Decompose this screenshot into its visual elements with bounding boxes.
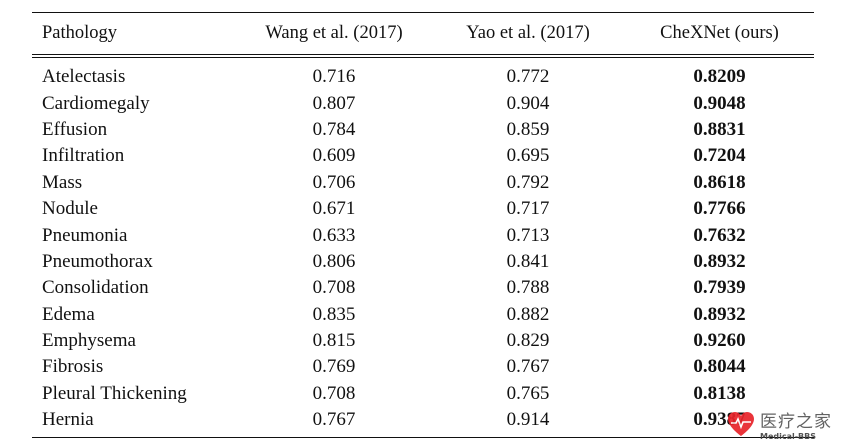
cell-yao: 0.841	[506, 250, 550, 272]
bottom-rule	[32, 437, 814, 439]
cell-wang: 0.784	[312, 118, 356, 140]
cell-chexnet: 0.8044	[693, 356, 746, 378]
cell-pathology: Atelectasis	[42, 66, 126, 88]
cell-pathology: Consolidation	[42, 277, 149, 299]
cell-wang: 0.671	[312, 198, 356, 220]
cell-yao: 0.765	[506, 382, 550, 404]
cell-wang: 0.767	[312, 409, 356, 431]
cell-yao: 0.772	[506, 66, 550, 88]
table-row: Nodule 0.671 0.717 0.7766	[32, 196, 814, 222]
table-row: Cardiomegaly 0.807 0.904 0.9048	[32, 90, 814, 116]
cell-yao: 0.695	[506, 145, 550, 167]
cell-yao: 0.717	[506, 198, 550, 220]
cell-chexnet: 0.8209	[693, 66, 746, 88]
cell-chexnet: 0.8932	[693, 303, 746, 325]
cell-yao: 0.882	[506, 303, 550, 325]
cell-pathology: Fibrosis	[42, 356, 104, 378]
cell-chexnet: 0.7939	[693, 277, 746, 299]
cell-wang: 0.609	[312, 145, 356, 167]
watermark-text-cn: 医疗之家	[760, 412, 832, 432]
table-row: Effusion 0.784 0.859 0.8831	[32, 117, 814, 143]
cell-yao: 0.767	[506, 356, 550, 378]
cell-wang: 0.835	[312, 303, 356, 325]
cell-pathology: Hernia	[42, 409, 94, 431]
table-row: Hernia 0.767 0.914 0.9387	[32, 407, 814, 437]
cell-chexnet: 0.9260	[693, 330, 746, 352]
results-table-body: Atelectasis 0.716 0.772 0.8209 Cardiomegaly 0…	[32, 58, 814, 437]
cell-wang: 0.769	[312, 356, 356, 378]
table-row: Atelectasis 0.716 0.772 0.8209	[32, 58, 814, 90]
cell-chexnet: 0.8618	[693, 171, 746, 193]
table-row: Mass 0.706 0.792 0.8618	[32, 170, 814, 196]
heart-icon	[728, 412, 754, 436]
table-row: Emphysema 0.815 0.829 0.9260	[32, 328, 814, 354]
header-pathology: Pathology	[42, 22, 118, 43]
table-row: Pneumothorax 0.806 0.841 0.8932	[32, 249, 814, 275]
cell-pathology: Infiltration	[42, 145, 125, 167]
cell-pathology: Pneumothorax	[42, 250, 153, 272]
cell-chexnet: 0.9048	[693, 92, 746, 114]
cell-yao: 0.829	[506, 330, 550, 352]
cell-pathology: Emphysema	[42, 330, 136, 352]
cell-yao: 0.713	[506, 224, 550, 246]
cell-pathology: Nodule	[42, 198, 98, 220]
cell-wang: 0.706	[312, 171, 356, 193]
table-row: Consolidation 0.708 0.788 0.7939	[32, 275, 814, 301]
header-row: Pathology Wang et al. (2017) Yao et al. …	[32, 13, 814, 53]
cell-wang: 0.807	[312, 92, 356, 114]
watermark: 医疗之家 Medical-BBS	[726, 406, 836, 442]
header-wang: Wang et al. (2017)	[265, 22, 403, 43]
cell-yao: 0.859	[506, 118, 550, 140]
header-chexnet: CheXNet (ours)	[660, 22, 779, 43]
cell-chexnet: 0.8138	[693, 382, 746, 404]
cell-pathology: Pleural Thickening	[42, 382, 187, 404]
results-table: Pathology Wang et al. (2017) Yao et al. …	[32, 13, 814, 53]
cell-wang: 0.716	[312, 66, 356, 88]
table-row: Pneumonia 0.633 0.713 0.7632	[32, 222, 814, 248]
top-rule	[32, 12, 814, 13]
cell-pathology: Pneumonia	[42, 224, 128, 246]
cell-yao: 0.788	[506, 277, 550, 299]
header-rule-lower	[32, 57, 814, 58]
cell-wang: 0.815	[312, 330, 356, 352]
cell-chexnet: 0.7632	[693, 224, 746, 246]
table-row: Fibrosis 0.769 0.767 0.8044	[32, 354, 814, 380]
cell-pathology: Cardiomegaly	[42, 92, 150, 114]
cell-yao: 0.914	[506, 409, 550, 431]
cell-chexnet: 0.8831	[693, 118, 746, 140]
results-table-container: Pathology Wang et al. (2017) Yao et al. …	[32, 12, 814, 439]
cell-chexnet: 0.7204	[693, 145, 746, 167]
cell-yao: 0.904	[506, 92, 550, 114]
cell-chexnet: 0.8932	[693, 250, 746, 272]
cell-wang: 0.806	[312, 250, 356, 272]
table-row: Infiltration 0.609 0.695 0.7204	[32, 143, 814, 169]
cell-pathology: Effusion	[42, 118, 108, 140]
header-yao: Yao et al. (2017)	[466, 22, 590, 43]
cell-yao: 0.792	[506, 171, 550, 193]
cell-chexnet: 0.7766	[693, 198, 746, 220]
table-row: Pleural Thickening 0.708 0.765 0.8138	[32, 381, 814, 407]
cell-wang: 0.708	[312, 277, 356, 299]
cell-pathology: Edema	[42, 303, 95, 325]
watermark-text-en: Medical-BBS	[760, 432, 817, 441]
cell-pathology: Mass	[42, 171, 83, 193]
cell-wang: 0.708	[312, 382, 356, 404]
header-rule-upper	[32, 54, 814, 55]
cell-wang: 0.633	[312, 224, 356, 246]
table-row: Edema 0.835 0.882 0.8932	[32, 302, 814, 328]
